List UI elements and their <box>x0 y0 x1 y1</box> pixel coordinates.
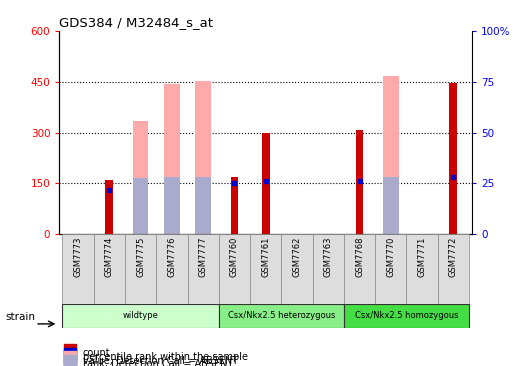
Text: GSM7774: GSM7774 <box>105 236 114 277</box>
Text: value, Detection Call = ABSENT: value, Detection Call = ABSENT <box>83 355 238 366</box>
Text: GSM7776: GSM7776 <box>167 236 176 277</box>
Bar <box>164 177 180 234</box>
Text: GSM7777: GSM7777 <box>199 236 208 277</box>
Bar <box>438 234 469 306</box>
Text: GSM7762: GSM7762 <box>293 236 301 277</box>
Text: Csx/Nkx2.5 homozygous: Csx/Nkx2.5 homozygous <box>354 311 458 320</box>
Bar <box>196 177 211 234</box>
Bar <box>281 234 313 306</box>
Bar <box>250 234 281 306</box>
Text: Csx/Nkx2.5 heterozygous: Csx/Nkx2.5 heterozygous <box>228 311 335 320</box>
Bar <box>62 234 94 306</box>
Bar <box>105 180 114 234</box>
Text: GSM7770: GSM7770 <box>386 236 395 277</box>
Text: GSM7771: GSM7771 <box>417 236 427 277</box>
Bar <box>64 344 76 362</box>
Bar <box>356 130 363 234</box>
Bar <box>219 304 344 328</box>
Text: GSM7773: GSM7773 <box>74 236 83 277</box>
Bar <box>133 121 149 234</box>
Bar <box>375 234 407 306</box>
Bar <box>407 234 438 306</box>
Bar <box>449 83 457 234</box>
Text: wildtype: wildtype <box>123 311 158 320</box>
Text: count: count <box>83 348 110 358</box>
Bar <box>125 234 156 306</box>
Text: GSM7768: GSM7768 <box>355 236 364 277</box>
Bar <box>344 234 375 306</box>
Bar <box>156 234 187 306</box>
Bar <box>94 234 125 306</box>
Text: GDS384 / M32484_s_at: GDS384 / M32484_s_at <box>59 16 213 30</box>
Bar <box>383 76 399 234</box>
Text: GSM7775: GSM7775 <box>136 236 145 277</box>
Text: rank, Detection Call = ABSENT: rank, Detection Call = ABSENT <box>83 359 233 366</box>
Text: GSM7772: GSM7772 <box>449 236 458 277</box>
Bar <box>231 177 238 234</box>
Bar <box>262 133 270 234</box>
Text: GSM7763: GSM7763 <box>324 236 333 277</box>
Bar <box>196 81 211 234</box>
Text: GSM7760: GSM7760 <box>230 236 239 277</box>
Bar <box>64 351 76 366</box>
Bar <box>219 234 250 306</box>
Bar <box>344 304 469 328</box>
Bar <box>313 234 344 306</box>
Bar <box>383 177 399 234</box>
Bar <box>133 178 149 234</box>
Text: GSM7761: GSM7761 <box>261 236 270 277</box>
Bar <box>164 83 180 234</box>
Bar <box>64 355 76 366</box>
Text: strain: strain <box>5 311 35 322</box>
Bar <box>64 348 76 366</box>
Bar <box>187 234 219 306</box>
Bar <box>62 304 219 328</box>
Text: percentile rank within the sample: percentile rank within the sample <box>83 352 248 362</box>
